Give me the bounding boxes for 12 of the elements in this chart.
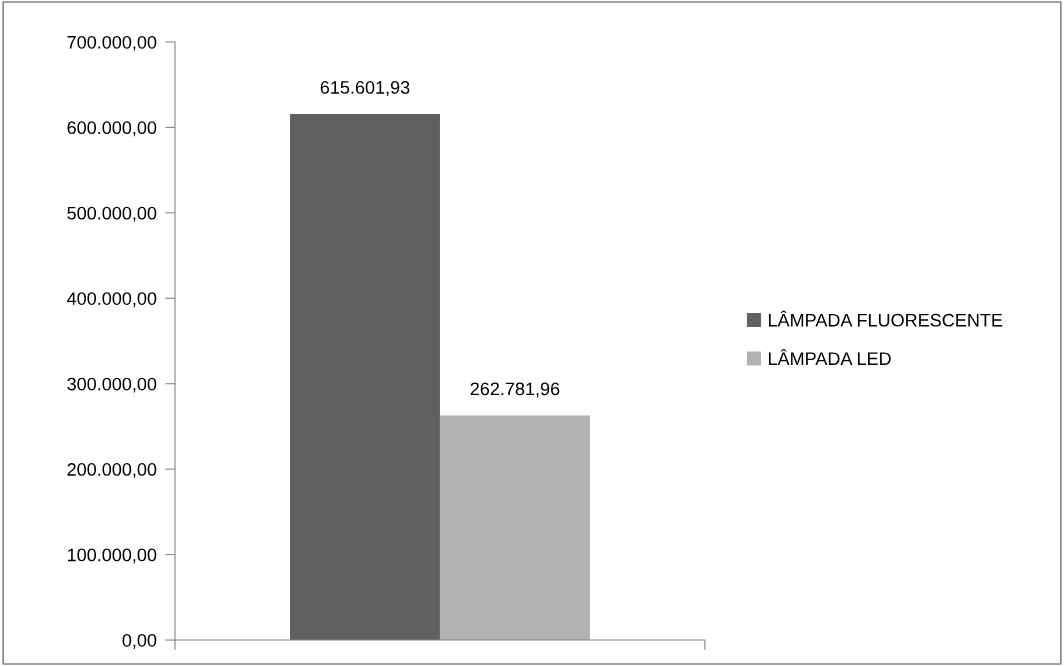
data-label: 262.781,96 xyxy=(470,382,560,398)
y-tick-label: 600.000,00 xyxy=(67,121,157,137)
y-tick-label: 700.000,00 xyxy=(67,35,157,51)
y-tick-label: 100.000,00 xyxy=(67,548,157,564)
legend-label: LÂMPADA LED xyxy=(768,349,891,365)
legend-label: LÂMPADA FLUORESCENTE xyxy=(768,310,1003,327)
y-tick-label: 200.000,00 xyxy=(67,463,157,478)
data-label: 615.601,93 xyxy=(320,81,410,96)
y-tick-label: 500.000,00 xyxy=(67,206,157,222)
y-tick-label: 400.000,00 xyxy=(67,292,157,308)
y-tick-label: 0,00 xyxy=(122,633,157,649)
y-tick-label: 300.000,00 xyxy=(67,377,157,393)
